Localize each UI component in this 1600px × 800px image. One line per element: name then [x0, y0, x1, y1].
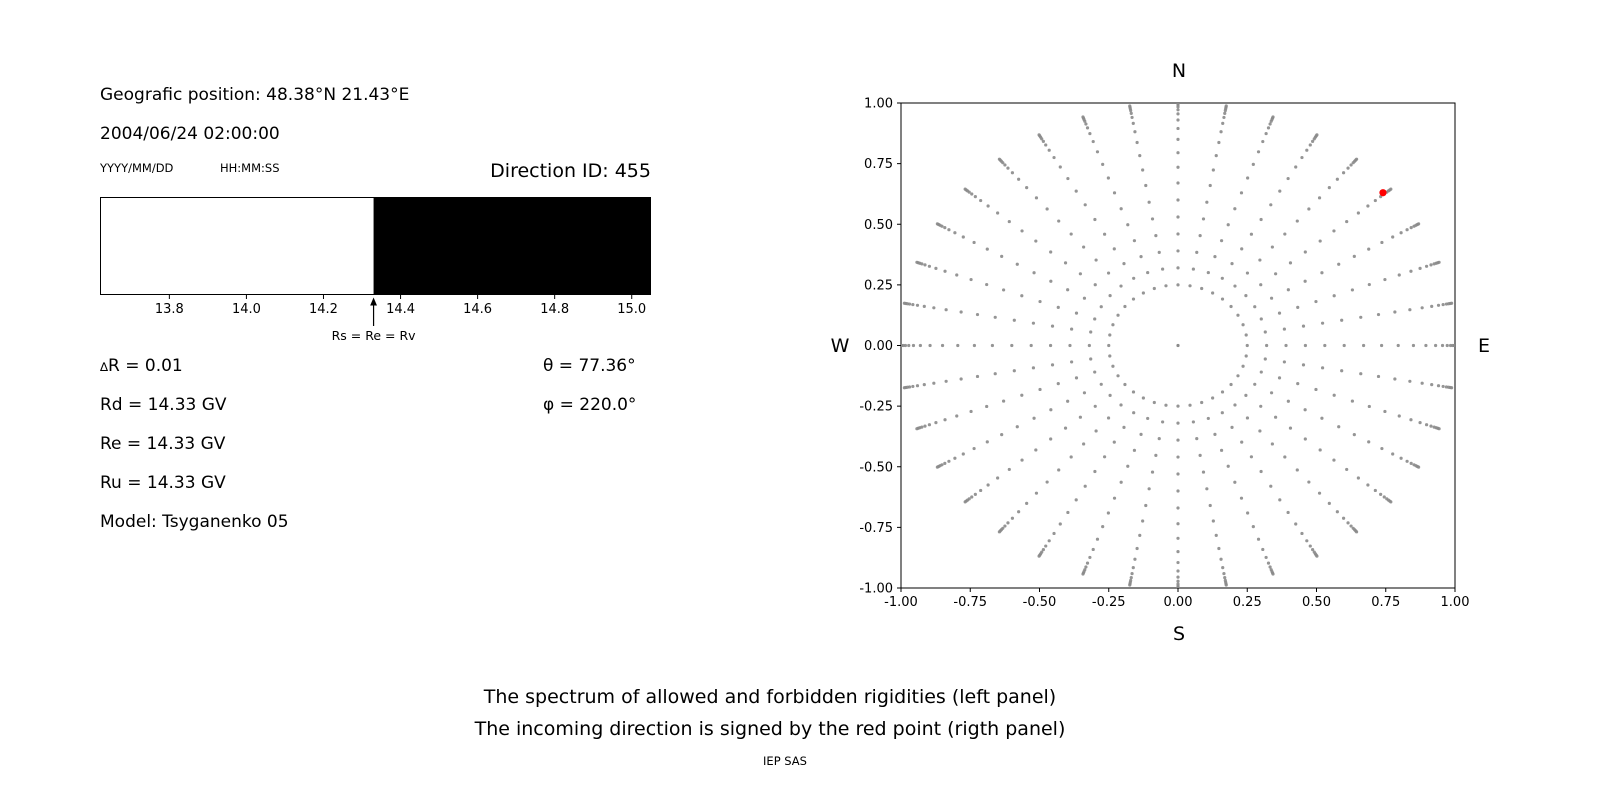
- center-dot: [1176, 343, 1180, 348]
- incoming-direction-red-point: [1379, 189, 1387, 197]
- datetime-label: 2004/06/24 02:00:00: [100, 124, 280, 144]
- date-format-hint: YYYY/MM/DD: [100, 161, 174, 175]
- rigidity-spectrum-chart: 13.8 14.0 14.2 14.4 14.6 14.8 15.0 Rs = Re = Rv: [100, 197, 651, 343]
- rd-label: Rd = 14.33 GV: [100, 395, 227, 415]
- compass-east-label: E: [1477, 335, 1490, 357]
- model-label: Model: Tsyganenko 05: [100, 512, 289, 532]
- direction-xtick-label: -0.75: [953, 595, 987, 610]
- direction-xtick-label: 0.25: [1233, 595, 1262, 610]
- trajectory-dots: [901, 103, 1455, 588]
- direction-ytick-label: -0.75: [859, 521, 893, 536]
- cutoff-marker-label: Rs = Re = Rv: [332, 328, 417, 343]
- delta-symbol: ∆: [100, 360, 109, 374]
- direction-id-label: Direction ID: 455: [490, 160, 651, 182]
- caption-line-1: The spectrum of allowed and forbidden ri…: [483, 686, 1057, 708]
- ru-label: Ru = 14.33 GV: [100, 473, 226, 493]
- spectrum-xtick-label: 14.4: [386, 302, 415, 317]
- direction-ytick-label: 0.75: [864, 157, 893, 172]
- spectrum-xtick-label: 14.2: [309, 302, 338, 317]
- incoming-direction-chart: -1.00 -0.75 -0.50 -0.25 0.00 0.25 0.50 0.75 1.00…: [859, 97, 1470, 611]
- theta-label: θ = 77.36°: [543, 356, 636, 376]
- cutoff-arrow-head: [370, 297, 377, 306]
- delta-r-label: ∆R = 0.01: [100, 356, 183, 376]
- re-label: Re = 14.33 GV: [100, 434, 226, 454]
- spectrum-xtick-label: 15.0: [617, 302, 646, 317]
- time-format-hint: HH:MM:SS: [220, 161, 280, 175]
- compass-north-label: N: [1171, 60, 1187, 82]
- direction-xtick-label: -1.00: [884, 595, 918, 610]
- direction-xtick-label: 0.75: [1371, 595, 1400, 610]
- spectrum-xtick-label: 14.6: [463, 302, 492, 317]
- spectrum-segment-allowed: [100, 197, 374, 295]
- direction-xtick-label: 0.50: [1302, 595, 1331, 610]
- direction-xtick-label: -0.25: [1092, 595, 1126, 610]
- direction-ytick-label: -1.00: [859, 582, 893, 597]
- spectrum-xtick-label: 13.8: [155, 302, 184, 317]
- spectrum-xtick-label: 14.0: [232, 302, 261, 317]
- direction-xtick-label: 0.00: [1164, 595, 1193, 610]
- credit-label: IEP SAS: [763, 754, 807, 768]
- delta-r-value: R = 0.01: [108, 356, 183, 376]
- spectrum-segment-forbidden: [373, 197, 651, 295]
- direction-ytick-label: -0.50: [859, 460, 893, 475]
- direction-ytick-label: 1.00: [864, 97, 893, 112]
- direction-ytick-label: 0.25: [864, 278, 893, 293]
- direction-ytick-label: 0.50: [864, 218, 893, 233]
- caption-line-2: The incoming direction is signed by the …: [474, 718, 1066, 740]
- direction-xtick-label: -0.50: [1023, 595, 1057, 610]
- compass-south-label: S: [1172, 623, 1186, 645]
- spectrum-xtick-label: 14.8: [540, 302, 569, 317]
- phi-label: φ = 220.0°: [543, 395, 637, 415]
- compass-west-label: W: [830, 335, 850, 357]
- direction-xtick-label: 1.00: [1441, 595, 1470, 610]
- direction-ytick-label: -0.25: [859, 400, 893, 415]
- direction-ytick-label: 0.00: [864, 339, 893, 354]
- geographic-position-label: Geografic position: 48.38°N 21.43°E: [100, 85, 410, 105]
